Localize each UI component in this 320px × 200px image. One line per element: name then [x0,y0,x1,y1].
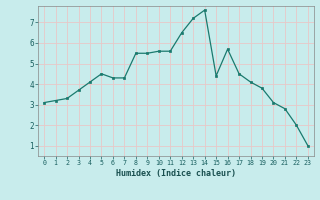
X-axis label: Humidex (Indice chaleur): Humidex (Indice chaleur) [116,169,236,178]
